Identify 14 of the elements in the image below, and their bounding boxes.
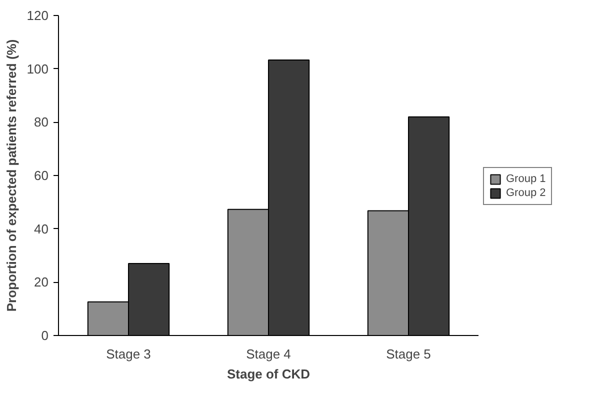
- x-axis-title: Stage of CKD: [226, 366, 310, 382]
- y-tick-label: 100: [26, 61, 49, 76]
- y-tick-label: 120: [26, 8, 49, 23]
- y-tick-label: 40: [34, 221, 49, 236]
- y-axis-title: Proportion of expected patients referred (%): [4, 39, 19, 312]
- x-tick-label: Stage 5: [386, 346, 431, 362]
- legend-label: Group 1: [506, 173, 546, 185]
- y-tick-label: 80: [34, 114, 49, 130]
- y-tick-label: 60: [34, 168, 49, 183]
- legend-label: Group 2: [506, 187, 546, 199]
- x-tick-label: Stage 4: [246, 346, 291, 362]
- y-tick-label: 20: [34, 274, 49, 290]
- y-tick-label: 0: [41, 328, 49, 343]
- x-tick-label: Stage 3: [106, 346, 151, 362]
